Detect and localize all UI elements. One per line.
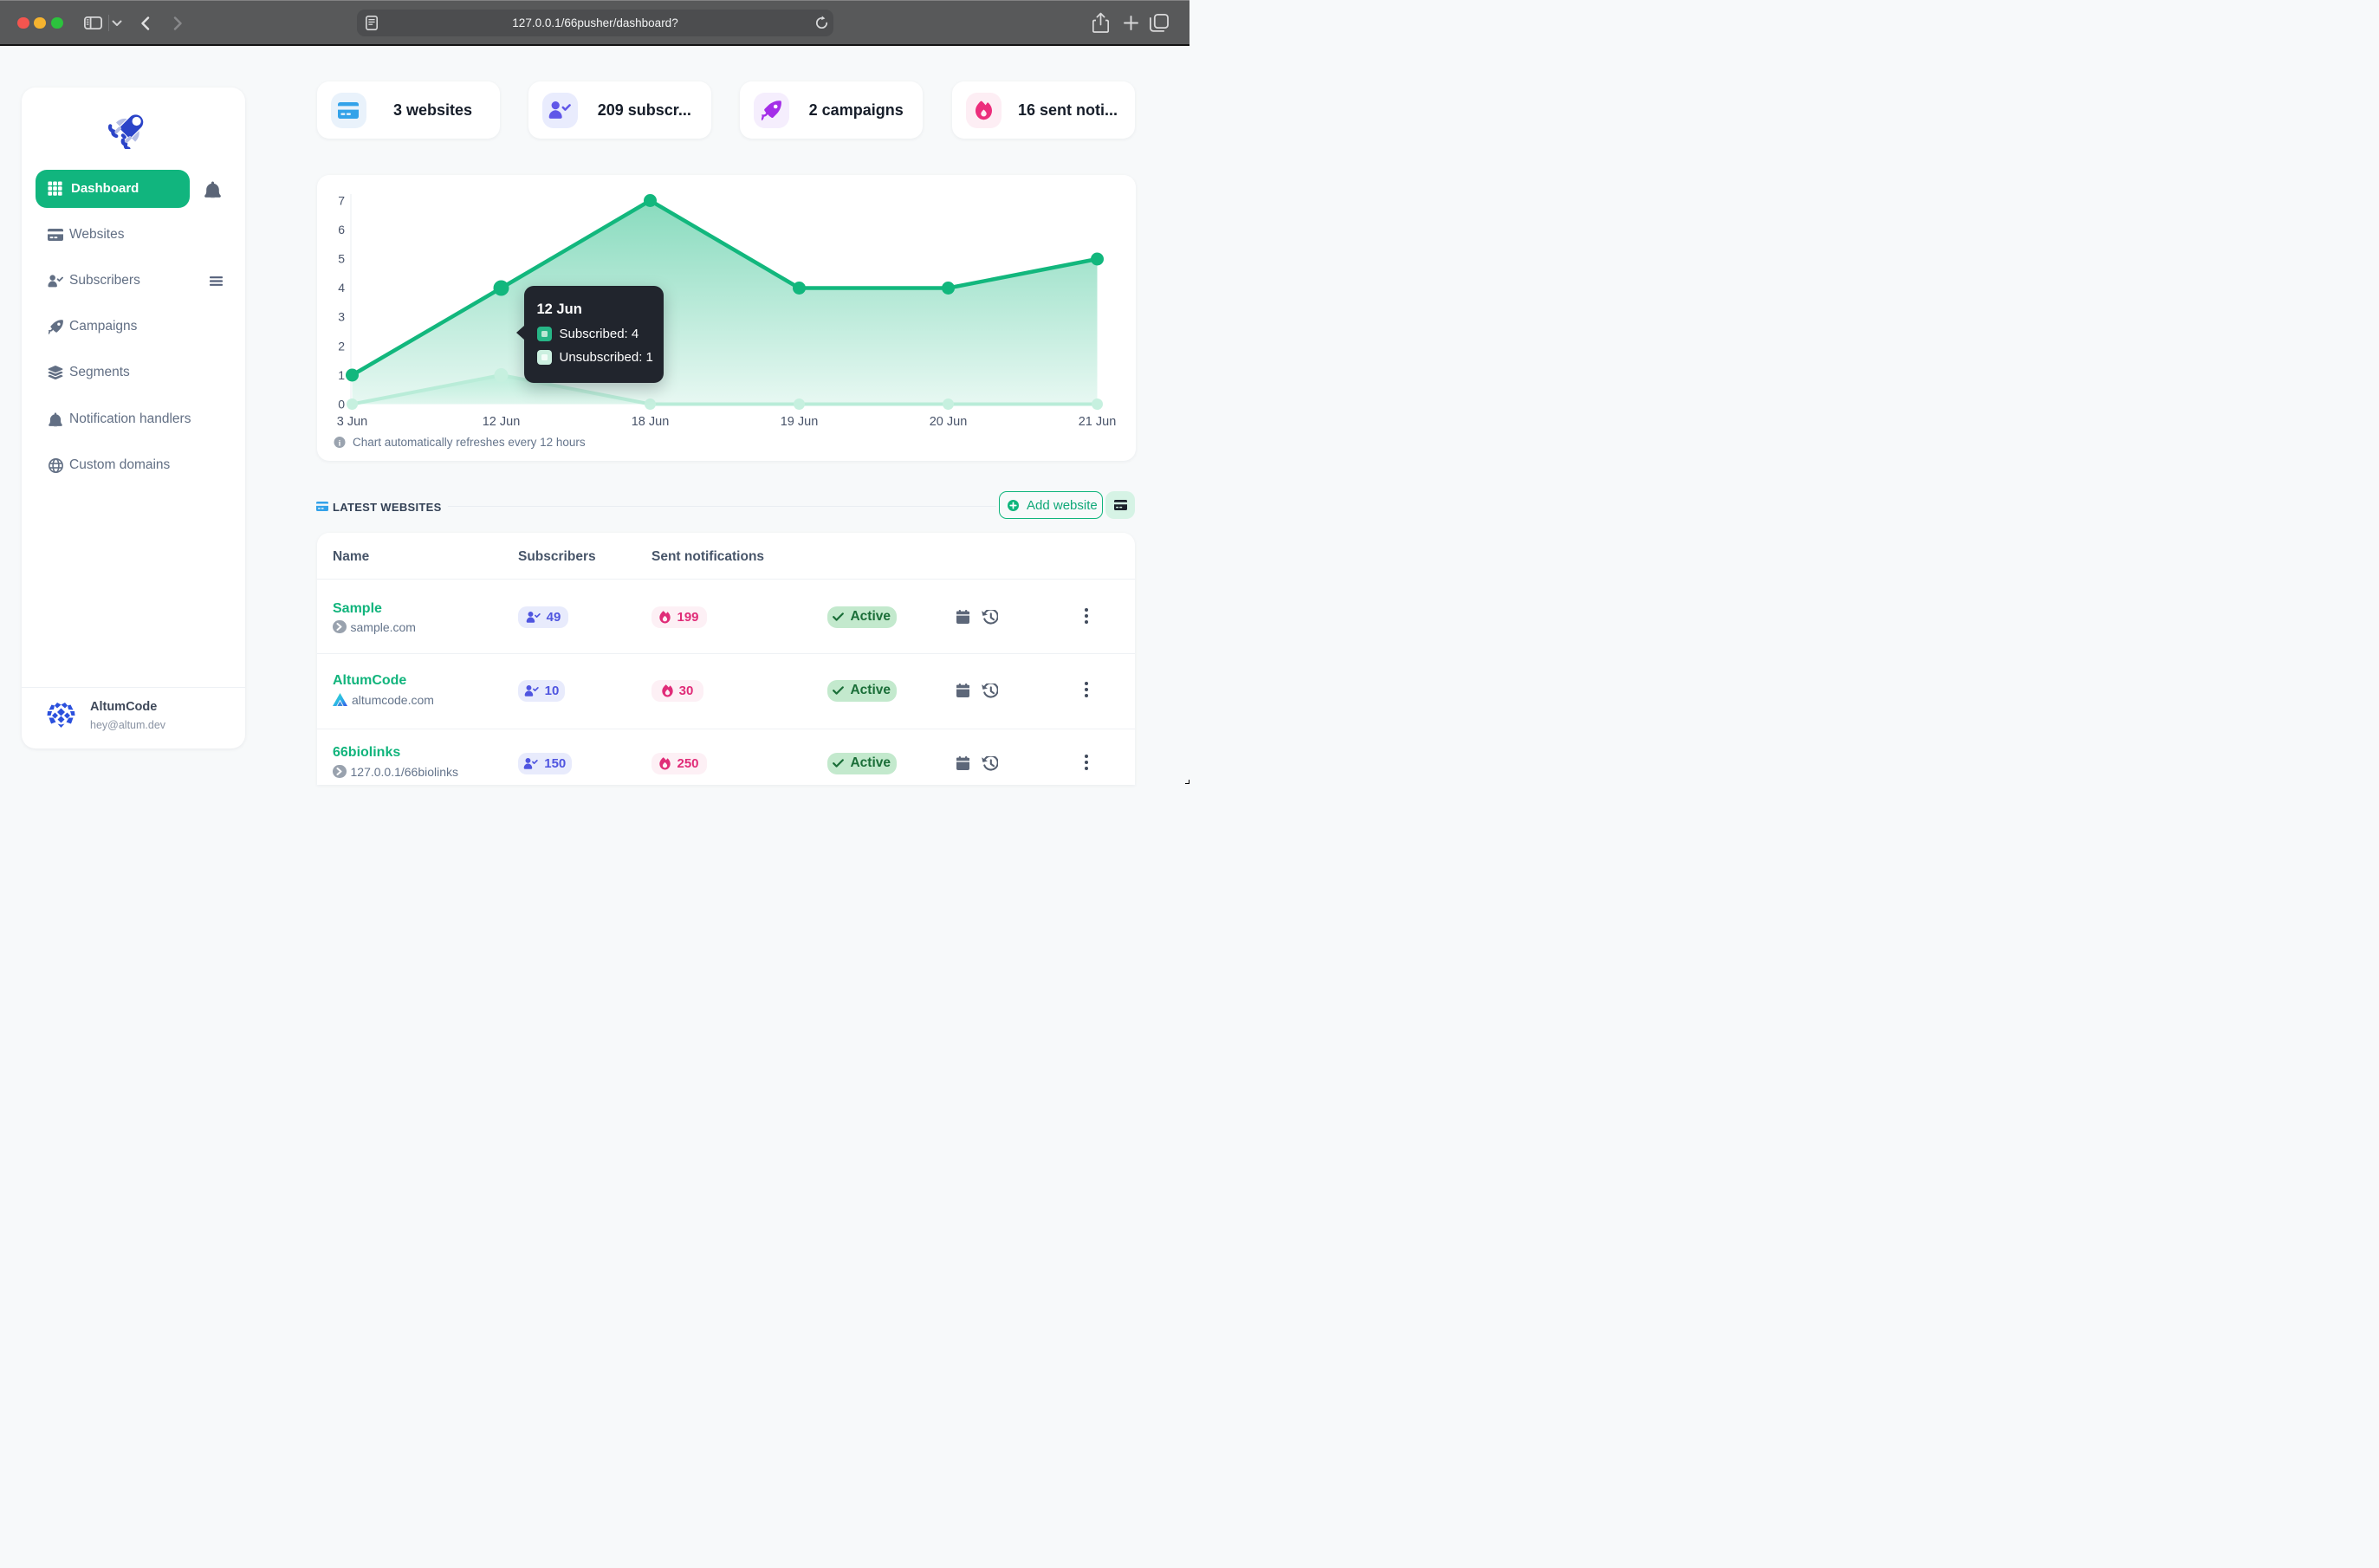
svg-text:5: 5 xyxy=(338,252,345,266)
svg-text:4: 4 xyxy=(338,281,345,295)
svg-text:Chart automatically refreshes: Chart automatically refreshes every 12 h… xyxy=(353,436,586,449)
svg-text:7: 7 xyxy=(338,194,345,208)
svg-text:3: 3 xyxy=(338,310,345,324)
svg-text:12 Jun: 12 Jun xyxy=(482,415,520,429)
svg-text:i: i xyxy=(338,439,340,448)
svg-text:0: 0 xyxy=(338,398,345,411)
svg-text:20 Jun: 20 Jun xyxy=(929,415,967,429)
svg-text:18 Jun: 18 Jun xyxy=(631,415,669,429)
svg-text:2: 2 xyxy=(338,339,345,353)
svg-text:3 Jun: 3 Jun xyxy=(336,415,366,429)
svg-text:1: 1 xyxy=(338,368,345,382)
svg-text:6: 6 xyxy=(338,223,345,236)
svg-text:21 Jun: 21 Jun xyxy=(1078,415,1116,429)
svg-text:19 Jun: 19 Jun xyxy=(780,415,818,429)
